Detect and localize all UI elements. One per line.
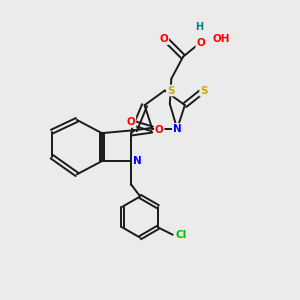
Text: H: H <box>195 22 203 32</box>
Text: N: N <box>133 156 142 166</box>
Text: Cl: Cl <box>176 230 187 240</box>
Text: N: N <box>173 124 182 134</box>
Text: S: S <box>167 85 174 95</box>
Text: O: O <box>196 38 205 49</box>
Text: O: O <box>160 34 168 44</box>
Text: O: O <box>155 125 164 135</box>
Text: S: S <box>200 86 208 96</box>
Text: O: O <box>127 117 135 127</box>
Text: OH: OH <box>212 34 230 44</box>
